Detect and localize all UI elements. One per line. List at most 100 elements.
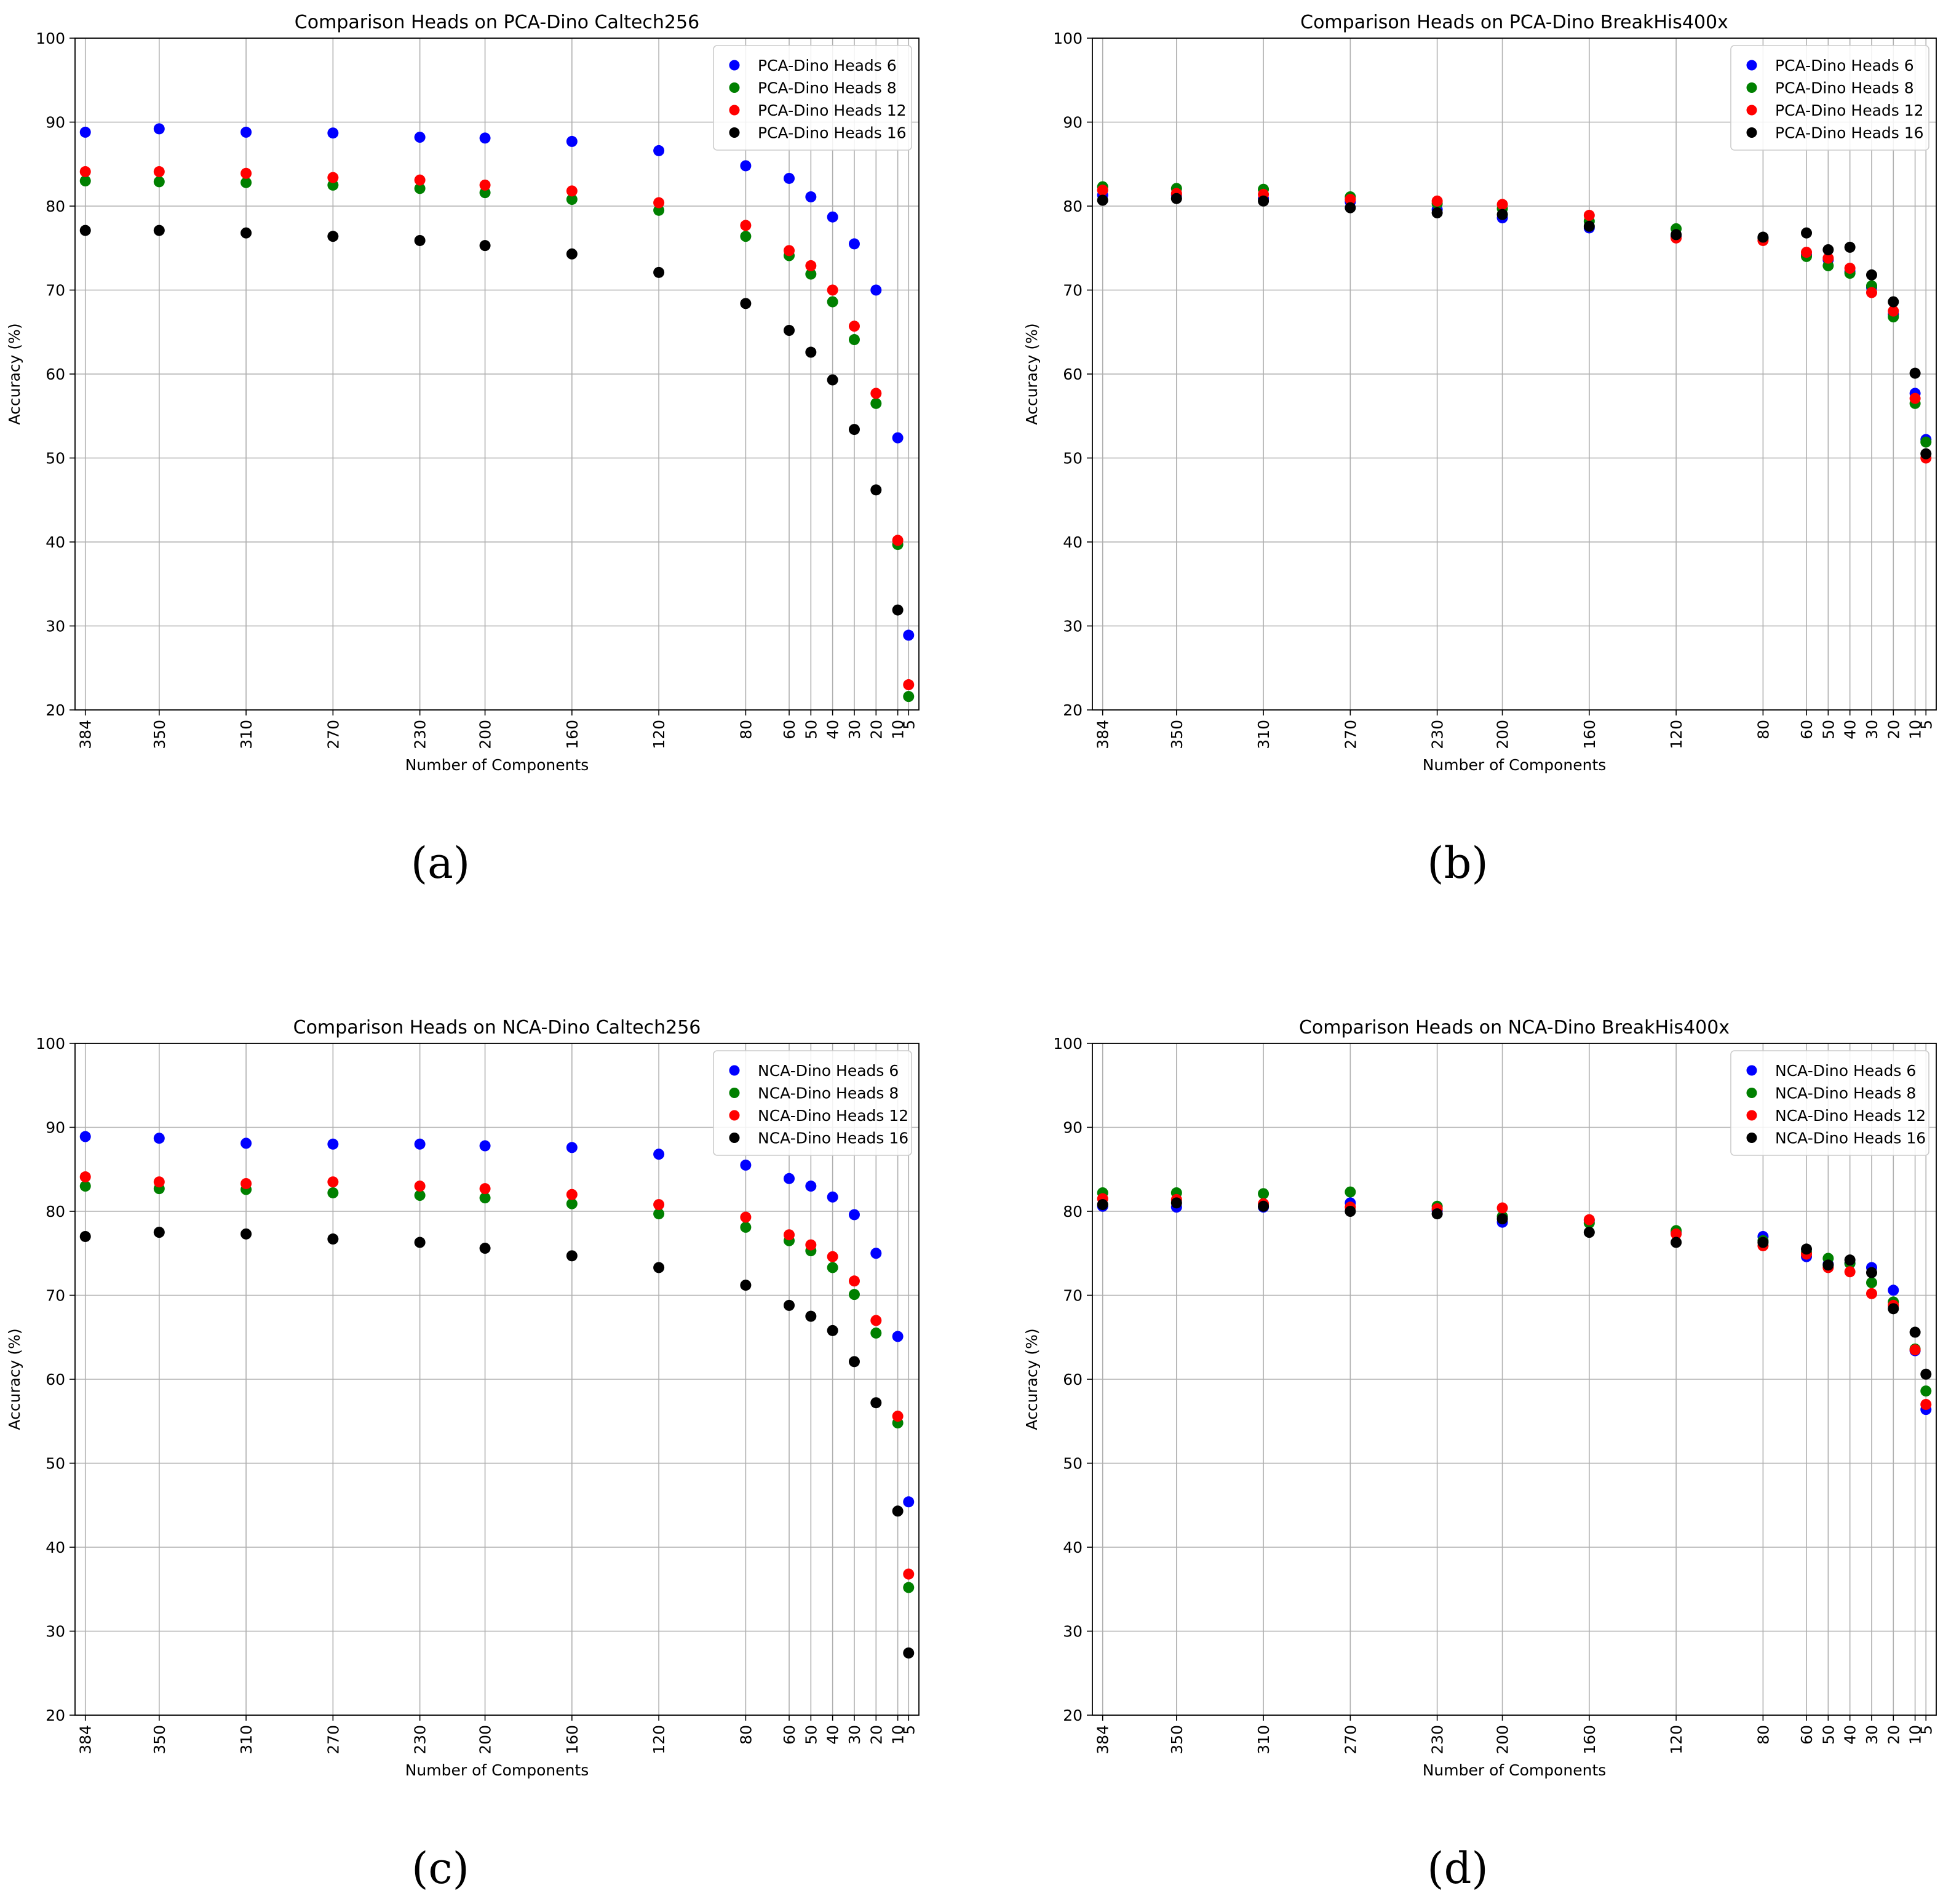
legend-entry: NCA-Dino Heads 8: [758, 1085, 899, 1102]
data-point: [1496, 1213, 1508, 1225]
data-point: [327, 127, 339, 139]
data-point: [827, 211, 838, 223]
series-c-1: [79, 1181, 915, 1593]
data-point: [1909, 392, 1921, 404]
x-tick-label: 40: [1842, 720, 1859, 739]
y-tick-label: 60: [46, 365, 65, 383]
data-point: [740, 1280, 752, 1291]
caption-a: (a): [410, 838, 471, 888]
data-point: [327, 1138, 339, 1150]
data-point: [153, 176, 165, 188]
data-point: [240, 167, 252, 179]
y-tick-label: 100: [1053, 30, 1083, 47]
y-tick-label: 20: [46, 701, 65, 719]
y-tick-label: 50: [46, 450, 65, 468]
legend-entry: PCA-Dino Heads 8: [1775, 79, 1914, 97]
data-point: [892, 1411, 904, 1422]
x-tick-label: 50: [802, 720, 820, 739]
y-tick-label: 20: [1063, 701, 1083, 719]
data-point: [870, 284, 882, 296]
data-point: [892, 535, 904, 546]
data-point: [740, 220, 752, 231]
y-tick-label: 80: [46, 1203, 65, 1221]
x-tick-label: 5: [1917, 720, 1935, 730]
data-point: [566, 1198, 578, 1209]
y-tick-label: 50: [1063, 450, 1083, 468]
x-tick-label: 350: [151, 720, 169, 749]
x-tick-label: 10: [1907, 1725, 1925, 1745]
x-tick-label: 60: [1798, 1725, 1816, 1745]
data-point: [1866, 287, 1877, 298]
data-point: [153, 1133, 165, 1144]
data-point: [414, 1190, 426, 1201]
data-point: [240, 1137, 252, 1149]
data-point: [1671, 1237, 1682, 1248]
y-tick-label: 30: [46, 1623, 65, 1641]
data-point: [79, 1230, 91, 1242]
data-point: [414, 1181, 426, 1192]
data-point: [79, 126, 91, 138]
x-tick-label: 80: [1754, 1725, 1772, 1745]
data-point: [1801, 227, 1813, 239]
data-point: [740, 298, 752, 309]
x-tick-label: 120: [650, 1725, 668, 1755]
data-point: [1170, 1197, 1182, 1209]
y-tick-label: 80: [1063, 1203, 1083, 1221]
data-point: [892, 432, 904, 444]
legend-d: NCA-Dino Heads 6 NCA-Dino Heads 8 NCA-Dino…: [1730, 1050, 1929, 1156]
legend-entry: PCA-Dino Heads 16: [1775, 124, 1924, 142]
data-point: [805, 346, 817, 358]
data-point: [848, 321, 860, 332]
x-axis-label-b: Number of Components: [1423, 756, 1607, 774]
chart-title-a: Comparison Heads on PCA-Dino Caltech256: [295, 12, 699, 33]
legend-entry: NCA-Dino Heads 6: [758, 1062, 899, 1080]
x-tick-label: 30: [846, 720, 864, 739]
data-point: [784, 325, 795, 337]
data-point: [848, 424, 860, 436]
y-tick-label: 90: [1063, 114, 1083, 132]
x-tick-label: 30: [1863, 1725, 1881, 1745]
data-point: [827, 1251, 838, 1262]
legend-marker: [1746, 1065, 1757, 1076]
x-tick-label: 120: [1667, 1725, 1685, 1755]
data-point: [740, 1159, 752, 1171]
legend-marker: [729, 105, 740, 116]
data-point: [1097, 1199, 1108, 1211]
data-point: [566, 248, 578, 260]
data-point: [1844, 1266, 1856, 1278]
data-point: [827, 1324, 838, 1336]
data-point: [1909, 367, 1921, 379]
data-point: [1888, 296, 1899, 308]
data-point: [1583, 210, 1595, 221]
data-point: [566, 185, 578, 197]
x-tick-label: 30: [1863, 720, 1881, 739]
x-tick-label: 5: [900, 1725, 918, 1735]
x-tick-label: 10: [889, 1725, 907, 1745]
data-point: [1170, 193, 1182, 204]
x-tick-label: 60: [781, 1725, 798, 1745]
data-point: [903, 1568, 915, 1580]
x-tick-label: 120: [650, 720, 668, 749]
data-point: [414, 183, 426, 194]
data-point: [79, 1171, 91, 1183]
x-tick-label: 20: [1885, 720, 1902, 739]
data-point: [740, 1221, 752, 1233]
x-tick-label: 230: [1429, 1725, 1447, 1755]
legend-entry: PCA-Dino Heads 6: [758, 57, 897, 74]
data-point: [892, 1505, 904, 1517]
x-tick-label: 50: [802, 1725, 820, 1745]
data-point: [414, 132, 426, 143]
data-point: [827, 1262, 838, 1273]
data-point: [1345, 194, 1356, 205]
data-point: [1801, 1243, 1813, 1255]
y-tick-label: 40: [1063, 1539, 1083, 1556]
legend-box: [1730, 45, 1929, 151]
data-point: [1671, 1228, 1682, 1240]
legend-marker: [729, 1088, 740, 1098]
data-point: [784, 172, 795, 184]
legend-box: [713, 45, 912, 151]
data-point: [1888, 1285, 1899, 1296]
caption-c: (c): [411, 1843, 469, 1894]
x-tick-label: 200: [477, 720, 495, 749]
data-point: [479, 132, 491, 144]
